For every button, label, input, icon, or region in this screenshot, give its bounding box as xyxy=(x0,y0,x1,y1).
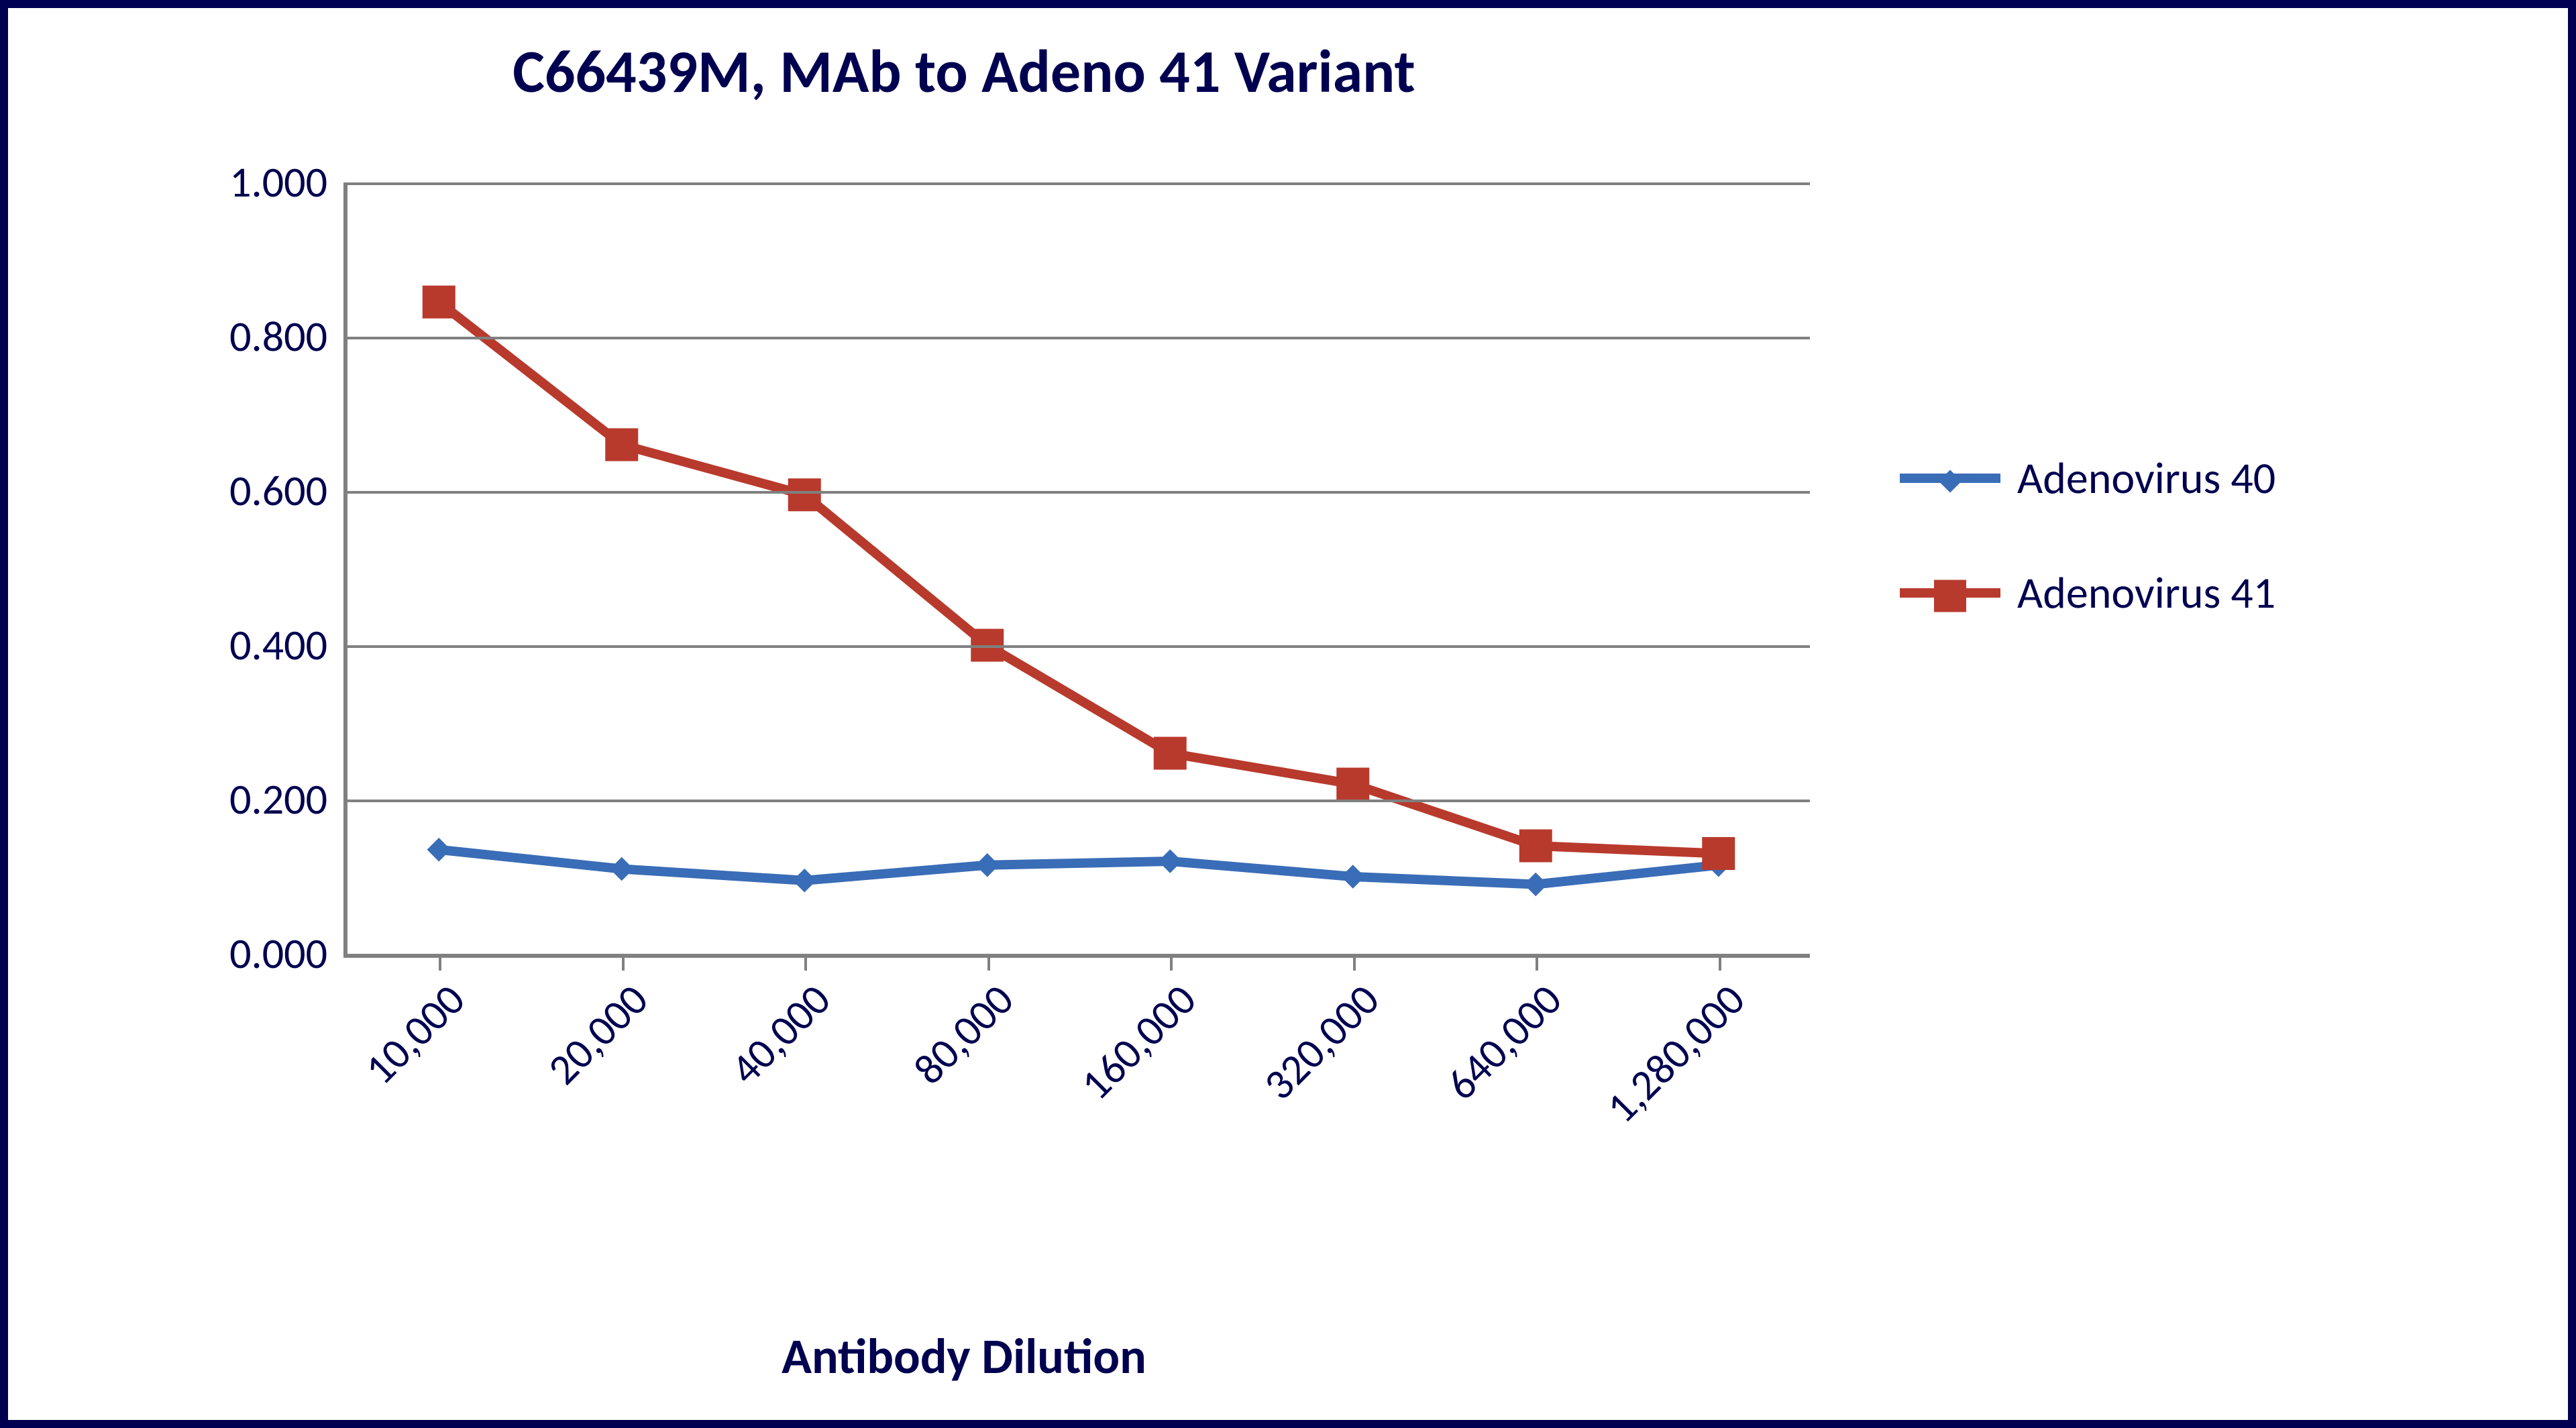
x-tick-mark xyxy=(1170,954,1173,971)
legend-label: Adenovirus 40 xyxy=(2017,451,2275,505)
series-marker xyxy=(606,429,638,461)
x-tick-mark xyxy=(1353,954,1356,971)
gridline xyxy=(347,337,1810,339)
series-marker xyxy=(788,479,820,511)
x-tick-mark xyxy=(1719,954,1721,971)
chart-title: C66439M, MAb to Adeno 41 Variant xyxy=(8,35,1920,109)
x-axis-title: Antibody Dilution xyxy=(8,1326,1920,1386)
legend-line-icon xyxy=(1900,588,2000,598)
plot-area: 0.0000.2000.4000.6000.8001.00010,00020,0… xyxy=(343,182,1810,958)
series-marker xyxy=(427,838,450,861)
legend-item: Adenovirus 41 xyxy=(1900,565,2275,620)
y-tick-label: 0.800 xyxy=(153,311,327,363)
gridline xyxy=(347,800,1810,802)
series-marker xyxy=(610,858,633,881)
chart-frame: C66439M, MAb to Adeno 41 Variant OD450 0… xyxy=(0,0,2576,1428)
y-tick-label: 0.000 xyxy=(153,928,327,980)
series-marker xyxy=(1337,768,1369,800)
legend-label: Adenovirus 41 xyxy=(2017,565,2275,620)
legend-item: Adenovirus 40 xyxy=(1900,451,2275,505)
x-tick-mark xyxy=(1536,954,1538,971)
x-tick-mark xyxy=(439,954,441,971)
series-marker xyxy=(1342,865,1364,888)
series-marker xyxy=(1154,737,1186,769)
series-marker xyxy=(1159,850,1181,873)
chart-svg xyxy=(347,182,1810,954)
gridline xyxy=(347,491,1810,494)
series-marker xyxy=(1703,838,1735,870)
series-line xyxy=(439,302,1719,853)
x-tick-mark xyxy=(622,954,625,971)
legend-line-icon xyxy=(1900,474,2000,483)
legend-marker-icon xyxy=(1937,468,1963,497)
gridline xyxy=(347,182,1810,185)
series-marker xyxy=(976,854,999,877)
y-tick-label: 0.400 xyxy=(153,619,327,671)
series-marker xyxy=(793,869,816,892)
series-marker xyxy=(1524,873,1547,896)
legend-marker-icon xyxy=(1933,578,1968,616)
x-tick-mark xyxy=(987,954,990,971)
x-tick-mark xyxy=(804,954,807,971)
y-tick-label: 0.600 xyxy=(153,465,327,517)
gridline xyxy=(347,645,1810,648)
y-tick-label: 0.200 xyxy=(153,773,327,826)
y-tick-label: 1.000 xyxy=(153,156,327,209)
series-marker xyxy=(1519,830,1552,862)
legend: Adenovirus 40 Adenovirus 41 xyxy=(1900,451,2275,680)
series-marker xyxy=(423,286,455,318)
